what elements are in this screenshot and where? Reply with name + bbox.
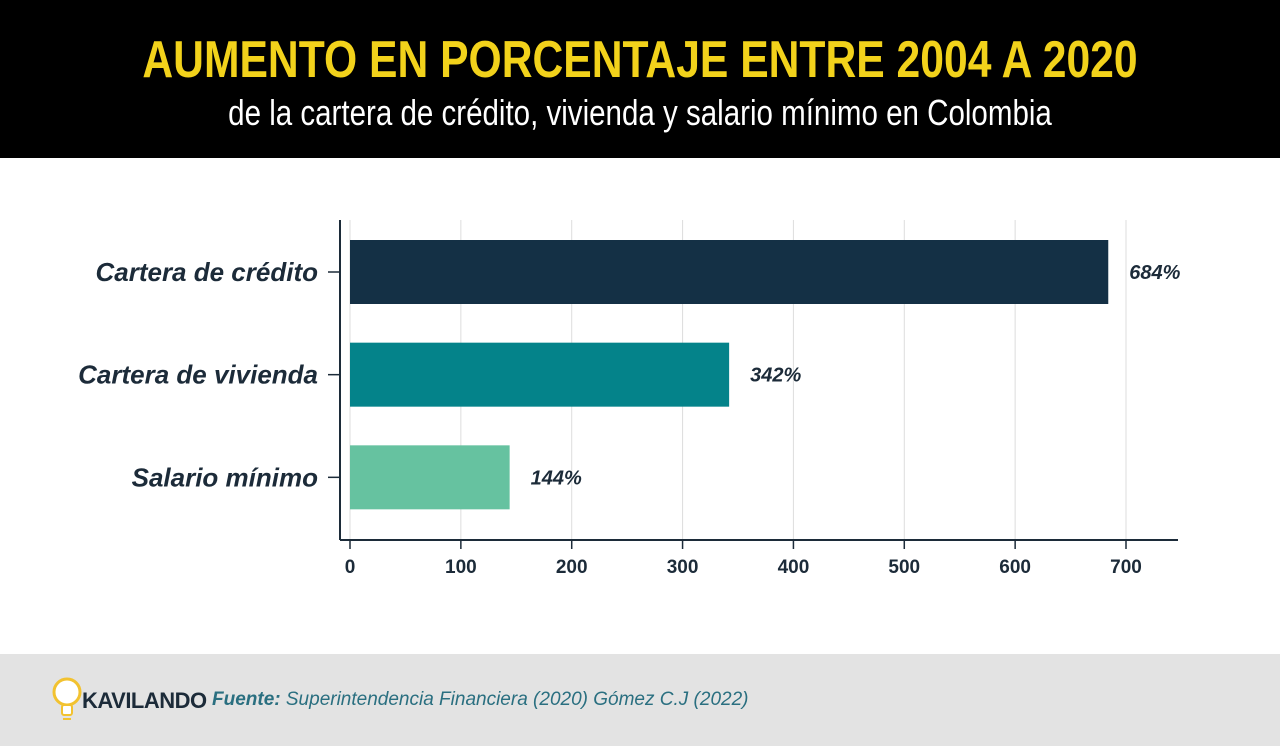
- logo-text: KAVILANDO: [82, 688, 207, 713]
- data-label: 342%: [750, 365, 801, 387]
- data-label: 144%: [531, 467, 582, 489]
- x-tick-label: 0: [345, 557, 356, 578]
- x-tick-label: 200: [556, 557, 588, 578]
- source-label: Fuente:: [212, 689, 281, 710]
- chart-subtitle: de la cartera de crédito, vivienda y sal…: [228, 92, 1052, 133]
- chart-title: AUMENTO EN PORCENTAJE ENTRE 2004 A 2020: [142, 31, 1138, 89]
- source-note: Fuente: Superintendencia Financiera (202…: [212, 689, 748, 711]
- chart-header: AUMENTO EN PORCENTAJE ENTRE 2004 A 2020 …: [0, 0, 1280, 158]
- x-tick-label: 600: [999, 557, 1031, 578]
- category-label: Salario mínimo: [132, 462, 318, 492]
- lightbulb-icon: [52, 677, 82, 720]
- logo: KAVILANDO: [52, 672, 212, 728]
- x-tick-label: 300: [667, 557, 699, 578]
- x-tick-label: 700: [1110, 557, 1142, 578]
- x-tick-label: 500: [888, 557, 920, 578]
- data-label: 684%: [1129, 262, 1180, 284]
- x-tick-label: 400: [778, 557, 810, 578]
- category-label: Cartera de crédito: [95, 257, 318, 287]
- bar: [350, 240, 1109, 304]
- category-label: Cartera de vivienda: [78, 360, 318, 390]
- chart-svg: 684% Cartera de crédito 342% Cartera de viv…: [78, 220, 1181, 578]
- bar-chart: 684% Cartera de crédito 342% Cartera de viv…: [0, 158, 1280, 654]
- source-text: Superintendencia Financiera (2020) Gómez…: [280, 689, 749, 710]
- footer: KAVILANDO Fuente: Superintendencia Finan…: [0, 654, 1280, 746]
- bar: [350, 445, 510, 510]
- x-tick-label: 100: [445, 557, 477, 578]
- bar: [350, 342, 730, 407]
